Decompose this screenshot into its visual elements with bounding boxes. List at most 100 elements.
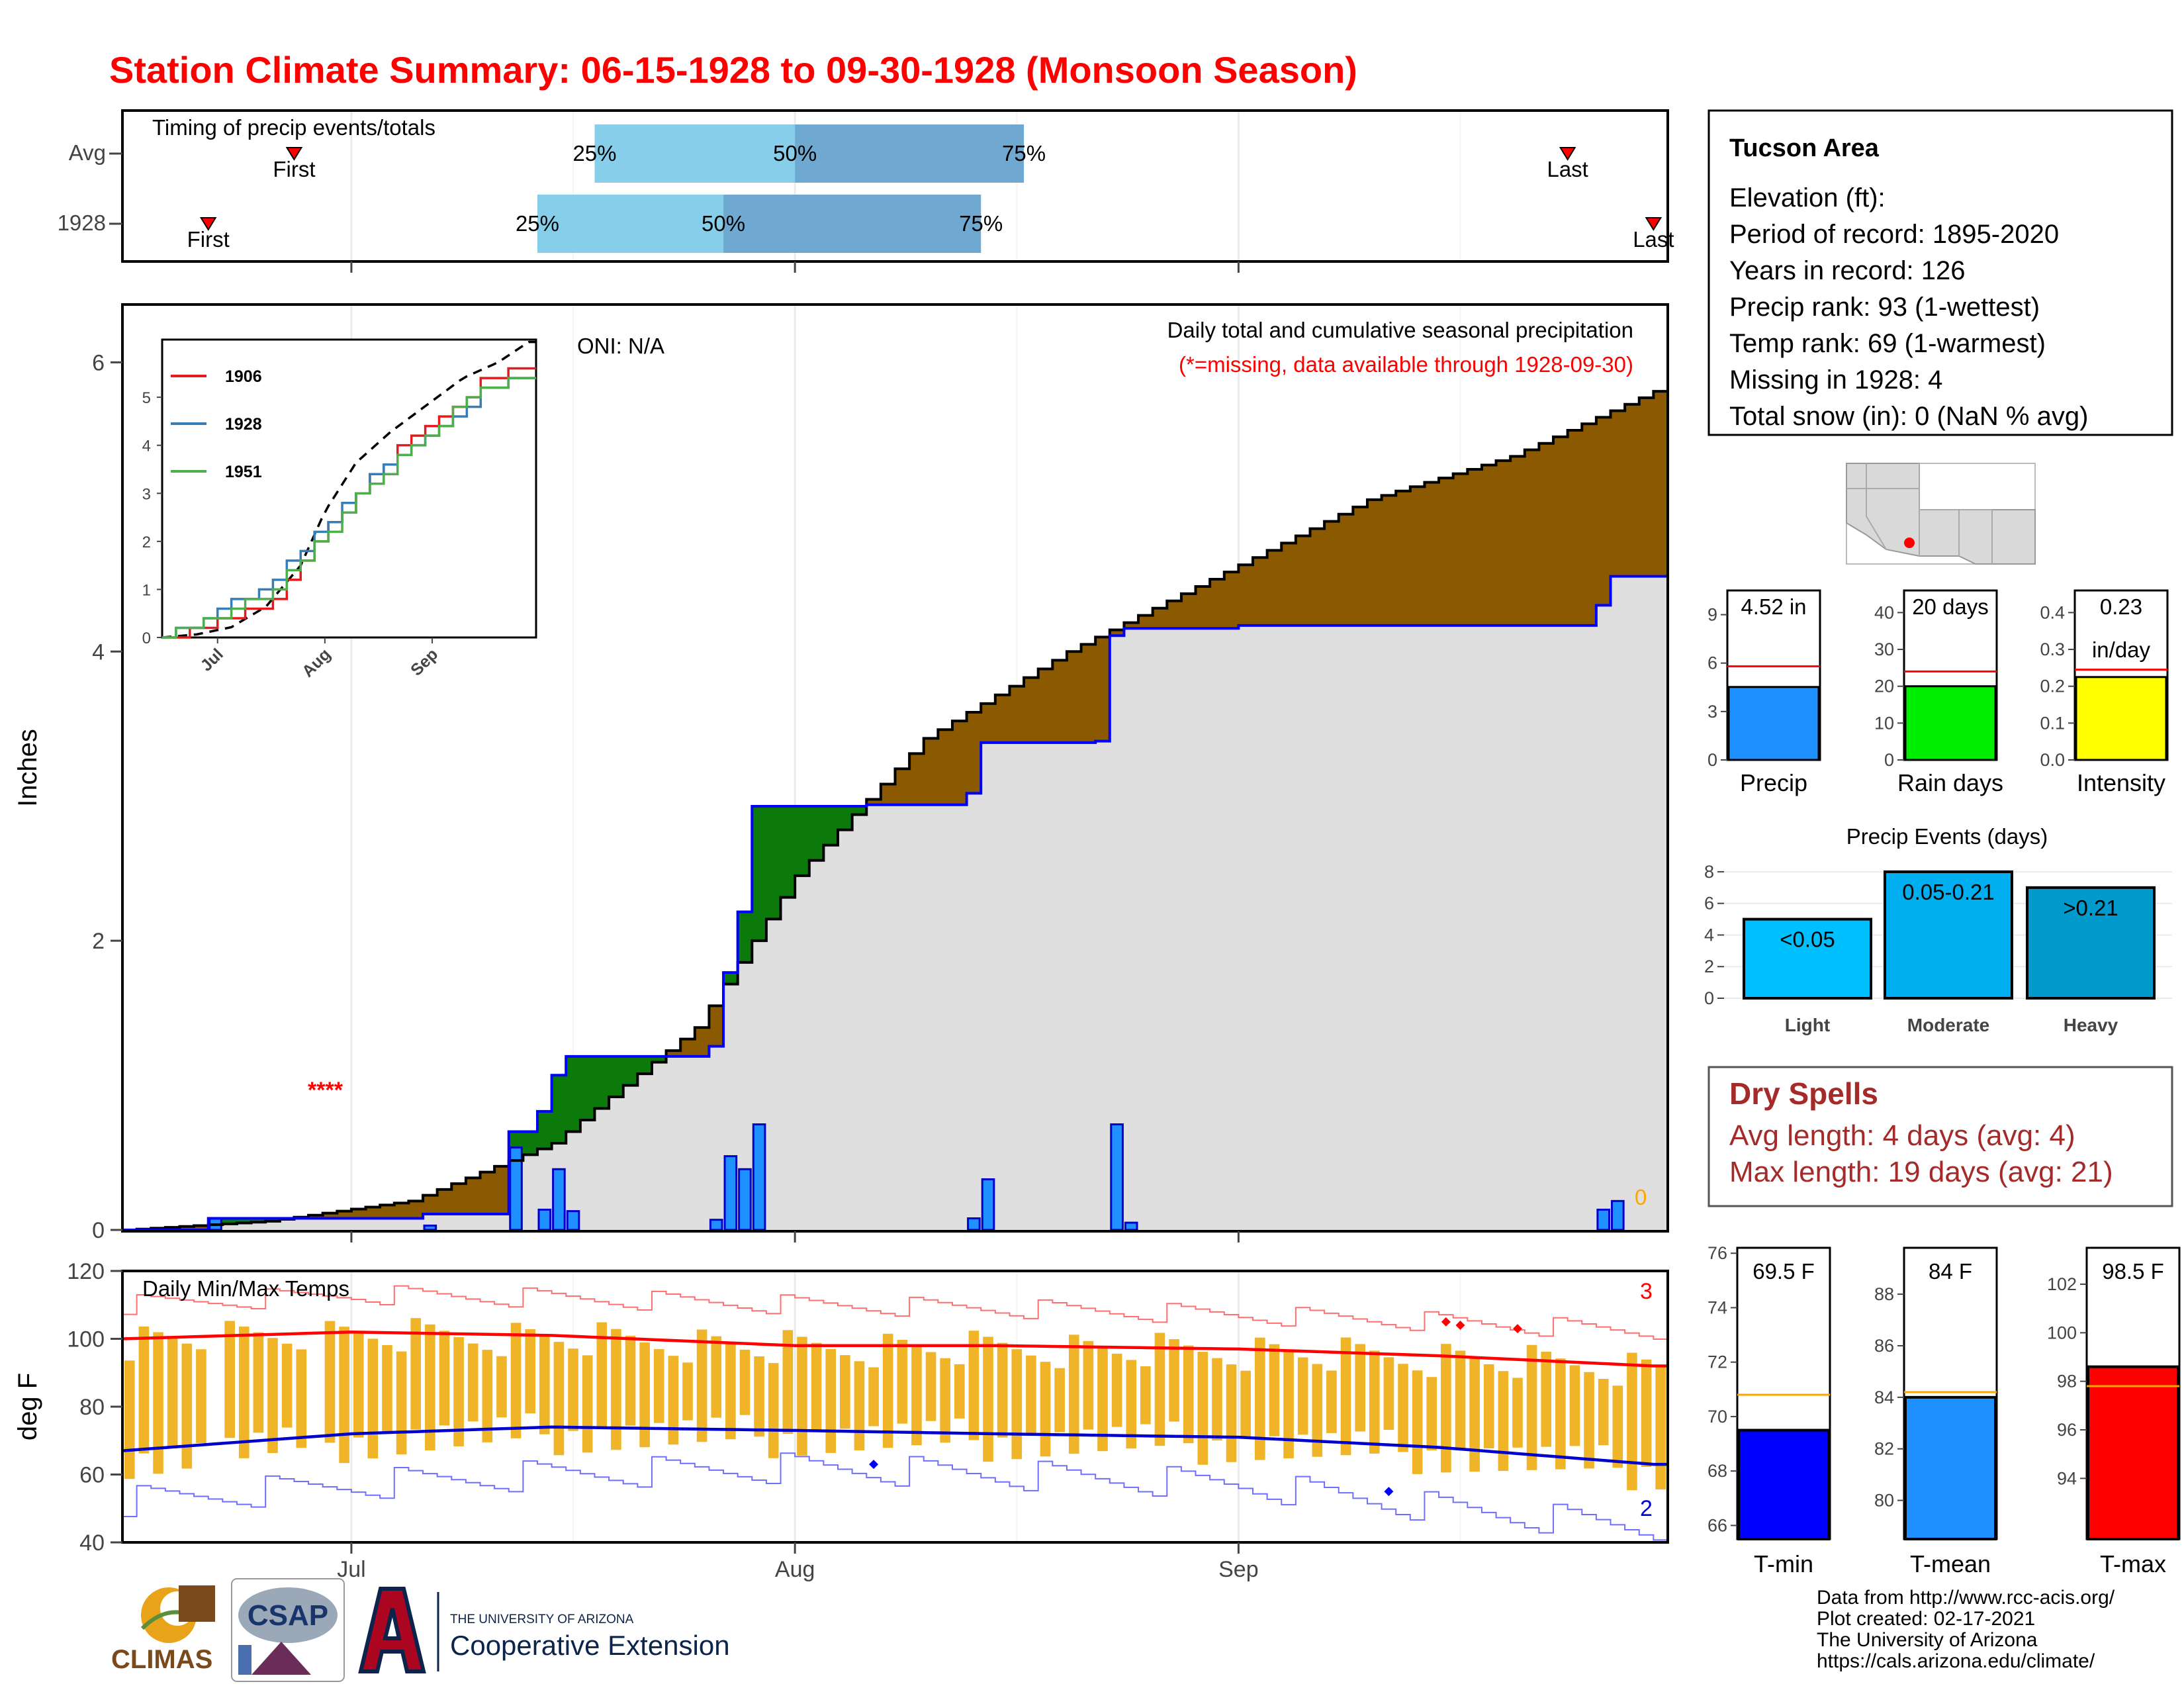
deficit-fill	[1109, 630, 1125, 636]
dry-spells-avg: Avg length: 4 days (avg: 4)	[1729, 1119, 2075, 1152]
deficit-fill	[1124, 622, 1139, 629]
daily-temp-bar	[1283, 1350, 1294, 1459]
deficit-fill	[923, 738, 938, 805]
deficit-fill	[938, 729, 953, 805]
deficit-fill	[866, 799, 882, 805]
events-y-tick-label: 2	[1704, 957, 1714, 976]
daily-temp-bar	[1154, 1333, 1165, 1446]
daily-temp-bar	[153, 1332, 163, 1474]
deficit-fill	[981, 703, 996, 743]
surplus-fill	[651, 1056, 667, 1062]
deficit-fill	[1138, 615, 1154, 629]
timing-bar-q2	[723, 195, 981, 253]
inset-legend-label: 1928	[225, 415, 262, 434]
events-x-label: Moderate	[1907, 1015, 1989, 1035]
daily-temp-bar	[1584, 1372, 1594, 1469]
daily-temp-bar	[1455, 1350, 1466, 1450]
mini-bar-y-tick-label: 0	[1884, 750, 1894, 770]
deficit-fill	[1639, 397, 1654, 577]
timing-bar-q1	[594, 124, 796, 183]
inset-y-tick-label: 4	[142, 438, 151, 455]
deficit-fill	[1310, 528, 1325, 626]
daily-precip-bar	[981, 1178, 995, 1231]
temp-bar-chart-t-max: 98.5 F 94 96 98 100 102 T-max	[2047, 1246, 2181, 1577]
deficit-fill	[1038, 669, 1053, 743]
daily-temp-bar	[1097, 1347, 1108, 1452]
temp-summary-bars: 69.5 F 66 68 70 72 74 76 T-min 84 F 80 82 84 86 88 T-m…	[1707, 1243, 2181, 1577]
deficit-fill	[337, 1211, 352, 1219]
daily-temp-bar	[596, 1322, 608, 1429]
deficit-fill	[666, 1051, 681, 1056]
temp-bar-y-tick-label: 102	[2047, 1274, 2077, 1294]
events-range-label: 0.05-0.21	[1902, 880, 1994, 904]
daily-temp-bar	[1398, 1364, 1408, 1452]
dry-spells-max: Max length: 19 days (avg: 21)	[1729, 1156, 2113, 1188]
daily-temp-bar	[181, 1343, 193, 1469]
daily-temp-bar	[1569, 1365, 1580, 1446]
surplus-fill	[523, 1131, 538, 1155]
deficit-fill	[194, 1225, 209, 1230]
surplus-fill	[551, 1075, 567, 1143]
daily-precip-bar	[967, 1217, 981, 1231]
temp-bar-value-label: 69.5 F	[1752, 1259, 1815, 1284]
daily-temp-bar	[1483, 1364, 1494, 1449]
timing-label-50: 50%	[773, 141, 817, 165]
daily-temp-bar	[897, 1340, 908, 1424]
temp-y-tick-label: 40	[79, 1530, 105, 1556]
deficit-fill	[880, 784, 896, 805]
inset-series-1928	[162, 377, 536, 639]
deficit-fill	[408, 1201, 424, 1219]
events-bar-moderate	[1884, 870, 2013, 1000]
mini-bar-y-tick-label: 0	[1707, 750, 1717, 770]
deficit-fill	[1424, 482, 1439, 626]
precip-panel: 0 2 4 6 Inches ONI: N/A Daily total and cum…	[13, 303, 1669, 1243]
daily-temp-bar	[1011, 1349, 1023, 1460]
events-plot: 0 2 4 6 8 <0.05 Light 0.05-0.21 Moderate >0.21 Hea…	[1704, 862, 2172, 1035]
mini-bar-label: Intensity	[2077, 769, 2165, 796]
dry-spells-title: Dry Spells	[1729, 1076, 1878, 1111]
locator-map	[1846, 463, 2036, 565]
deficit-fill	[1066, 651, 1082, 743]
temp-bar-y-tick-label: 88	[1874, 1284, 1894, 1304]
deficit-fill	[1524, 449, 1540, 626]
first-label: First	[273, 157, 315, 181]
inset-legend: 1906 1928 1951	[171, 367, 262, 481]
temp-bar-y-tick-label: 100	[2047, 1323, 2077, 1342]
mini-bar-chart-rain-days: 20 days 0 10 20 30 40 Rain days	[1874, 589, 2003, 796]
timing-title: Timing of precip events/totals	[152, 115, 435, 140]
precip-missing-note: (*=missing, data available through 1928-…	[1179, 352, 1633, 377]
deficit-fill	[1009, 686, 1024, 743]
info-line-3: Years in record: 126	[1729, 256, 1966, 285]
deficit-fill	[1024, 677, 1039, 743]
temp-bar-y-tick-label: 86	[1874, 1336, 1894, 1356]
daily-temp-bar	[1054, 1368, 1065, 1432]
last-marker	[1645, 217, 1662, 231]
daily-temp-bar	[410, 1318, 422, 1430]
daily-temp-bar	[1269, 1344, 1280, 1436]
temp-bar-y-tick-label: 82	[1874, 1439, 1894, 1459]
record-high-marker	[1512, 1324, 1522, 1334]
daily-temp-bar	[1255, 1337, 1265, 1460]
inset-y-tick-label: 0	[142, 630, 151, 647]
daily-temp-bar	[1369, 1350, 1380, 1454]
temp-bar-value-label: 84 F	[1929, 1259, 1972, 1284]
daily-temp-bar	[1140, 1366, 1151, 1425]
mini-bar-value-label: 4.52 in	[1741, 594, 1806, 619]
record-high-marker	[1455, 1321, 1465, 1330]
temp-y-tick-label: 100	[67, 1327, 105, 1352]
timing-label-75: 75%	[1002, 141, 1046, 165]
deficit-fill	[1510, 456, 1525, 626]
mini-bar-chart-precip: 4.52 in 0 3 6 9 Precip	[1707, 589, 1821, 796]
daily-temp-bar	[482, 1350, 493, 1442]
daily-temp-bar	[754, 1356, 764, 1437]
events-title: Precip Events (days)	[1846, 824, 2048, 849]
events-y-tick-label: 6	[1704, 894, 1714, 914]
record-high-marker	[1441, 1317, 1451, 1327]
daily-temp-bar	[711, 1336, 722, 1418]
surplus-fill	[795, 806, 810, 876]
daily-temp-bar	[267, 1338, 278, 1454]
daily-temp-bar	[882, 1333, 893, 1448]
deficit-fill	[1481, 465, 1497, 626]
